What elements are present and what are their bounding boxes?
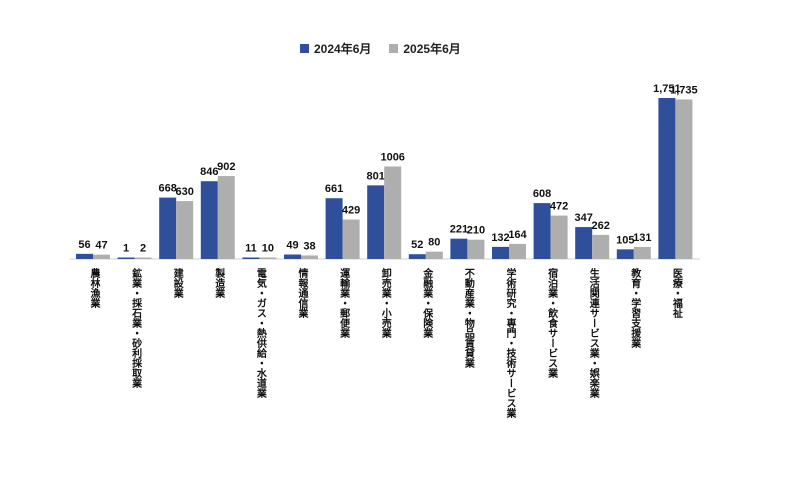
category-label-0: 農林漁業 — [88, 268, 99, 308]
category-label-14: 医療・福祉 — [670, 268, 682, 318]
bar-2024-5 — [284, 254, 301, 259]
legend-item-2024: 2024年6月 — [300, 40, 371, 57]
bar-2024-3 — [200, 181, 218, 259]
bar-2025-11 — [550, 215, 568, 259]
data-label-2025-8: 80 — [428, 237, 440, 249]
bar-2024-6 — [325, 198, 343, 259]
data-label-2024-4: 11 — [245, 243, 257, 255]
bar-2024-7 — [367, 185, 385, 259]
legend-label-2024: 2024年6月 — [314, 42, 372, 56]
category-label-10: 学術研究・専門・技術サービス業 — [504, 268, 515, 418]
data-label-2025-2: 630 — [176, 186, 194, 198]
category-label-6: 運輸業・郵便業 — [337, 268, 349, 338]
category-label-3: 製造業 — [212, 268, 224, 298]
bar-2025-7 — [384, 166, 402, 259]
legend-swatch-2025 — [389, 44, 399, 53]
data-label-2025-6: 429 — [342, 205, 360, 217]
category-label-8: 金融業・保険業 — [420, 268, 432, 338]
bar-2024-0 — [76, 253, 93, 259]
bar-2024-13 — [616, 249, 634, 259]
data-label-2024-9: 221 — [450, 224, 468, 236]
legend: 2024年6月 2025年6月 — [300, 40, 461, 57]
bar-2024-12 — [575, 227, 593, 259]
bar-2024-1 — [117, 257, 135, 259]
data-label-2025-9: 210 — [467, 225, 485, 237]
data-label-2024-5: 49 — [286, 239, 298, 251]
data-label-2025-13: 131 — [633, 232, 651, 244]
data-label-2025-14: 1,735 — [670, 84, 698, 96]
bar-2024-9 — [450, 238, 468, 259]
bar-2025-5 — [301, 255, 318, 259]
data-label-2024-13: 105 — [616, 234, 634, 246]
category-label-5: 情報通信業 — [296, 268, 307, 318]
data-label-2024-12: 347 — [575, 212, 593, 224]
bar-2025-8 — [425, 251, 443, 259]
data-label-2024-2: 668 — [159, 183, 177, 195]
data-label-2025-3: 902 — [217, 161, 235, 173]
data-label-2025-4: 10 — [262, 243, 274, 255]
bar-2025-9 — [467, 239, 485, 259]
category-label-12: 生活関連サービス業・娯楽業 — [587, 268, 599, 398]
bar-2024-11 — [533, 203, 551, 259]
legend-item-2025: 2025年6月 — [389, 40, 461, 57]
data-label-2025-5: 38 — [303, 241, 315, 253]
data-label-2024-1: 1 — [123, 243, 129, 255]
bar-2025-3 — [217, 176, 235, 259]
data-label-2024-11: 608 — [533, 188, 551, 200]
data-label-2025-1: 2 — [140, 243, 146, 255]
data-label-2025-11: 472 — [550, 201, 568, 213]
bar-2025-0 — [93, 254, 110, 259]
bar-2025-14 — [675, 99, 693, 259]
data-label-2024-8: 52 — [411, 239, 423, 251]
legend-label-2025: 2025年6月 — [403, 42, 461, 56]
bar-2025-2 — [176, 201, 194, 259]
data-label-2024-0: 56 — [78, 239, 90, 251]
bar-2024-10 — [492, 246, 509, 259]
data-label-2024-6: 661 — [325, 183, 343, 195]
bar-2024-2 — [159, 197, 177, 259]
category-label-4: 電気・ガス・熱供給・水道業 — [254, 268, 266, 398]
data-label-2024-14: 1,751 — [653, 83, 681, 95]
category-label-2: 建設業 — [171, 268, 183, 298]
data-label-2025-12: 262 — [592, 220, 610, 232]
bar-2025-12 — [592, 234, 610, 259]
category-label-13: 教育・学習支援業 — [628, 268, 640, 348]
bar-2025-10 — [509, 243, 526, 259]
bar-2024-4 — [242, 257, 260, 259]
category-label-7: 卸売業・小売業 — [379, 268, 391, 338]
bar-2025-6 — [342, 219, 360, 259]
data-label-2025-7: 1006 — [380, 152, 404, 164]
data-label-2024-3: 846 — [200, 166, 218, 178]
data-label-2024-7: 801 — [367, 170, 385, 182]
category-label-9: 不動産業・物品賃貸業 — [462, 268, 474, 368]
bar-2024-14 — [658, 98, 676, 259]
category-label-11: 宿泊業・飲食サービス業 — [545, 268, 557, 378]
bar-2025-1 — [134, 257, 152, 259]
bar-2025-13 — [633, 246, 651, 259]
category-label-1: 鉱業・採石業・砂利採取業 — [129, 268, 141, 388]
data-label-2025-10: 164 — [508, 229, 527, 241]
bar-2024-8 — [408, 254, 426, 259]
bar-2025-4 — [259, 257, 277, 259]
legend-swatch-2024 — [300, 44, 309, 53]
data-label-2024-10: 132 — [491, 232, 509, 244]
data-label-2025-0: 47 — [95, 240, 107, 252]
